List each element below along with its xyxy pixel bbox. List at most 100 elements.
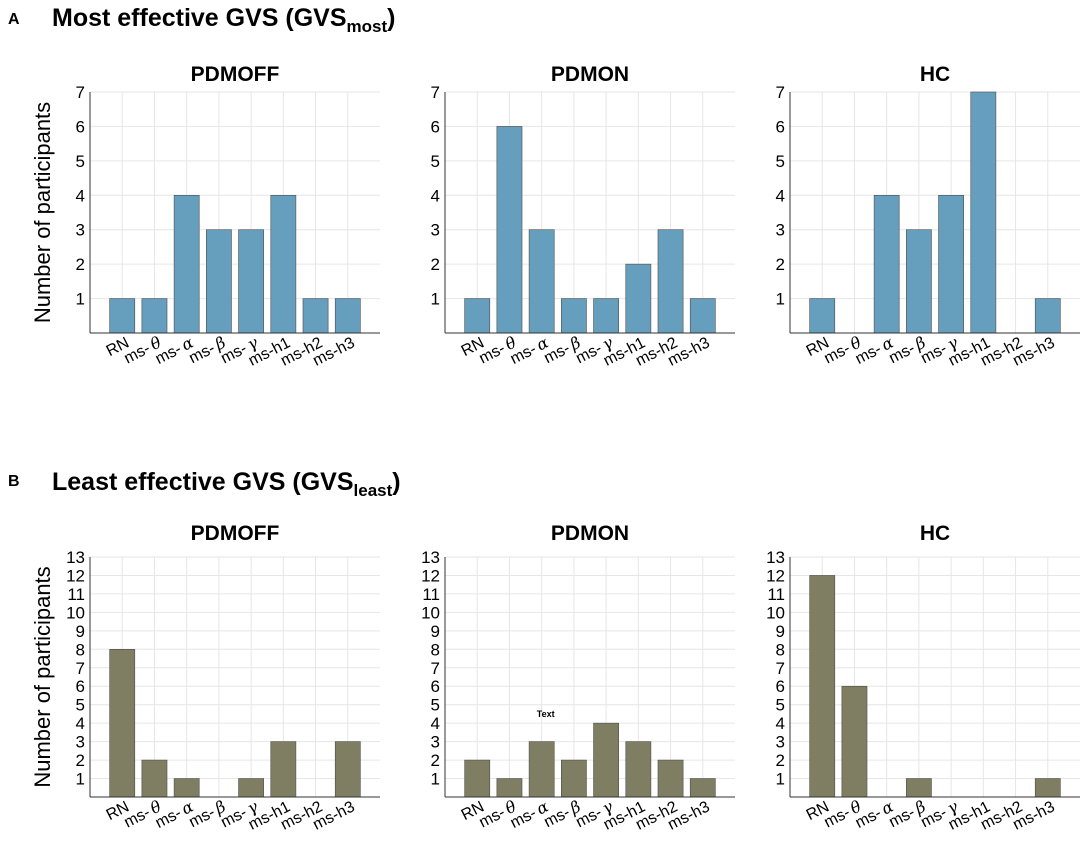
bar-a-hc-5 [970, 91, 997, 334]
y-tick-label: 8 [776, 640, 785, 659]
section-b-title-sub: least [354, 481, 393, 500]
bar-b-pdmoff-2 [173, 778, 200, 798]
y-tick-label: 9 [776, 622, 785, 641]
y-tick-label: 6 [76, 677, 85, 696]
y-tick-label: 3 [76, 221, 85, 240]
y-tick-label: 7 [76, 83, 85, 102]
y-tick-label: 7 [76, 659, 85, 678]
y-tick-label: 4 [776, 714, 785, 733]
y-tick-label: 4 [76, 186, 85, 205]
bar-b-hc-0 [809, 575, 836, 798]
y-tick-label: 2 [776, 255, 785, 274]
y-tick-label: 3 [776, 221, 785, 240]
section-b-title-main: Least effective GVS (GVS [52, 468, 354, 496]
chart-b-pdmoff: PDMOFF12345678910111213RNms-θms-αms-βms-… [30, 522, 380, 834]
chart-title-b-pdmon: PDMON [551, 522, 629, 545]
y-tick-label: 7 [776, 659, 785, 678]
bar-a-hc-0 [809, 298, 836, 334]
y-tick-label: 6 [776, 117, 785, 136]
y-tick-label: 12 [421, 566, 440, 585]
bar-a-pdmoff-6 [302, 298, 329, 334]
bar-a-pdmon-1 [496, 126, 523, 334]
bar-a-hc-3 [906, 229, 932, 334]
bar-a-pdmoff-5 [270, 194, 297, 334]
y-tick-label: 11 [767, 585, 785, 604]
y-tick-label: 6 [431, 117, 440, 136]
charts-container: PDMOFF1234567RNms-θms-αms-βms-γms-h1ms-h… [30, 63, 1080, 834]
chart-a-hc: HC1234567RNms-θms-αms-βms-γms-h1ms-h2ms-… [776, 63, 1080, 370]
bar-a-pdmon-5 [625, 263, 652, 334]
y-tick-label: 4 [76, 714, 85, 733]
y-tick-label: 11 [67, 585, 85, 604]
section-a-title: Most effective GVS (GVSmost) [52, 4, 395, 36]
y-tick-label: 7 [776, 83, 785, 102]
y-tick-label: 9 [431, 622, 440, 641]
bar-b-pdmoff-7 [334, 741, 361, 798]
y-tick-label: 11 [422, 585, 440, 604]
chart-a-pdmoff: PDMOFF1234567RNms-θms-αms-βms-γms-h1ms-h… [30, 63, 380, 370]
y-tick-label: 6 [776, 677, 785, 696]
chart-title-a-pdmon: PDMON [551, 63, 629, 86]
bar-a-pdmoff-0 [109, 298, 136, 334]
y-tick-label: 1 [76, 770, 85, 789]
chart-b-hc: HC12345678910111213RNms-θms-αms-βms-γms-… [766, 522, 1080, 834]
section-b-title-close: ) [392, 468, 400, 496]
bar-a-pdmon-7 [689, 298, 716, 334]
y-tick-label: 7 [431, 659, 440, 678]
y-tick-label: 12 [66, 566, 85, 585]
chart-title-b-hc: HC [920, 522, 950, 545]
bar-b-pdmon-2 [528, 741, 555, 798]
bar-a-hc-4 [938, 194, 964, 334]
section-a-title-close: ) [387, 4, 395, 32]
bar-a-pdmon-2 [528, 229, 555, 334]
panel-letter-a: A [8, 11, 20, 28]
y-tick-label: 5 [76, 152, 85, 171]
y-tick-label: 2 [76, 751, 85, 770]
y-tick-label: 5 [776, 152, 785, 171]
y-tick-label: 10 [766, 603, 785, 622]
section-b-title: Least effective GVS (GVSleast) [52, 468, 401, 500]
panel-letter-b: B [8, 473, 20, 490]
y-tick-label: 5 [431, 696, 440, 715]
bar-b-pdmoff-5 [270, 741, 297, 798]
bar-a-pdmoff-7 [334, 298, 361, 334]
y-tick-label: 4 [431, 714, 440, 733]
y-tick-label: 1 [431, 290, 440, 309]
chart-a-pdmon: PDMON1234567RNms-θms-αms-βms-γms-h1ms-h2… [431, 63, 735, 370]
bar-a-hc-2 [873, 194, 900, 334]
section-a-title-main: Most effective GVS (GVS [52, 4, 347, 32]
y-tick-label: 3 [431, 221, 440, 240]
y-tick-label: 5 [776, 696, 785, 715]
bar-b-pdmoff-4 [238, 778, 264, 798]
y-tick-label: 7 [431, 83, 440, 102]
bar-a-hc-7 [1034, 298, 1061, 334]
y-tick-label: 5 [431, 152, 440, 171]
y-tick-label: 1 [776, 770, 785, 789]
bar-b-pdmoff-0 [109, 649, 136, 798]
bar-b-pdmon-0 [464, 759, 491, 798]
y-tick-label: 3 [76, 733, 85, 752]
bar-b-pdmon-4 [593, 722, 619, 798]
bar-b-pdmoff-1 [141, 759, 168, 798]
y-tick-label: 1 [76, 290, 85, 309]
bar-b-pdmon-1 [496, 778, 523, 798]
bar-b-hc-1 [841, 685, 868, 798]
y-tick-label: 10 [421, 603, 440, 622]
y-tick-label: 13 [766, 548, 785, 567]
bar-a-pdmon-3 [561, 298, 587, 334]
bar-a-pdmon-6 [657, 229, 684, 334]
chart-title-a-hc: HC [920, 63, 950, 86]
y-tick-label: 4 [776, 186, 785, 205]
y-tick-label: 5 [76, 696, 85, 715]
bar-b-pdmon-5 [625, 741, 652, 798]
y-tick-label: 8 [431, 640, 440, 659]
y-tick-label: 3 [431, 733, 440, 752]
y-tick-label: 10 [66, 603, 85, 622]
chart-b-pdmon: PDMON12345678910111213RNms-θms-αms-βms-γ… [421, 522, 735, 834]
y-tick-label: 13 [66, 548, 85, 567]
y-axis-label: Number of participants [30, 566, 55, 787]
y-tick-label: 13 [421, 548, 440, 567]
y-axis-label: Number of participants [30, 102, 55, 323]
y-tick-label: 2 [431, 751, 440, 770]
